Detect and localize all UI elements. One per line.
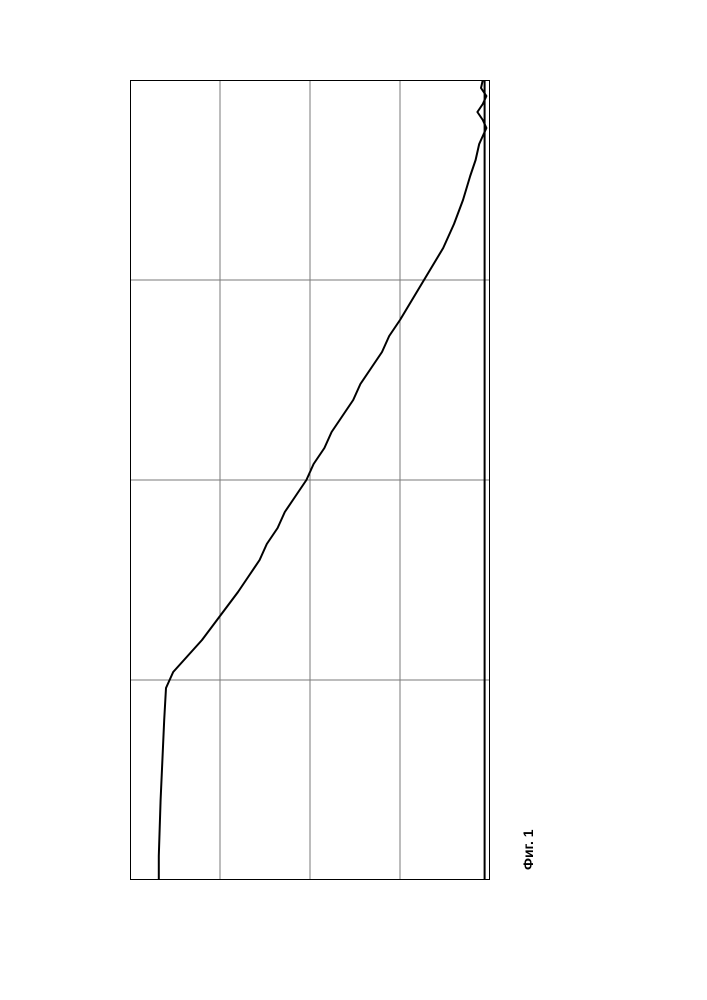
chart-container bbox=[130, 80, 490, 880]
page: Фиг. 1 bbox=[0, 0, 707, 1000]
figure-caption: Фиг. 1 bbox=[520, 829, 536, 870]
line-chart bbox=[130, 80, 490, 880]
